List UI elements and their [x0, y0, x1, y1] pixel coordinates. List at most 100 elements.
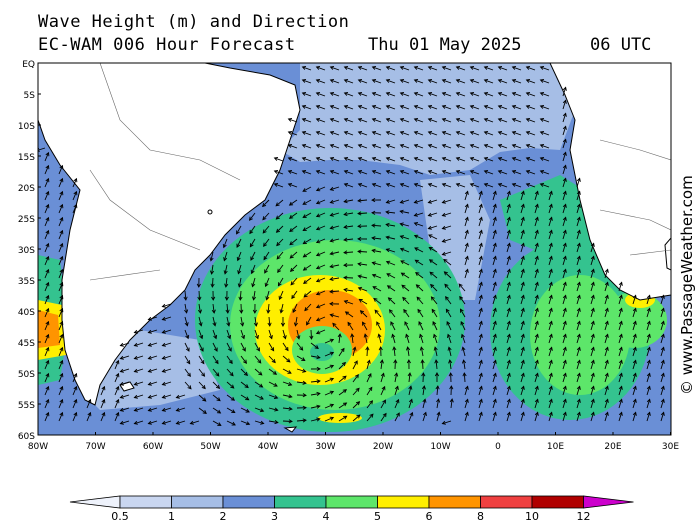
wave-arrow: [646, 333, 651, 344]
wave-arrow: [660, 320, 665, 331]
wave-arrow: [449, 398, 454, 409]
wave-arrow: [520, 229, 525, 240]
wave-arrow: [455, 143, 466, 149]
wave-arrow: [434, 359, 439, 370]
wave-arrow: [576, 216, 581, 227]
wave-arrow: [44, 190, 50, 201]
wave-arrow: [198, 342, 204, 352]
wave-arrow: [303, 290, 312, 298]
wave-arrow: [497, 104, 508, 110]
wave-arrow: [576, 411, 581, 422]
wave-arrow: [273, 182, 284, 188]
wave-arrow: [427, 182, 438, 188]
wave-arrow: [385, 210, 396, 215]
wave-arrow: [562, 242, 567, 253]
wave-arrow: [520, 320, 525, 331]
wave-arrow: [198, 407, 207, 414]
wave-arrow: [618, 294, 623, 305]
wave-arrow: [343, 275, 354, 280]
wave-arrow: [632, 346, 637, 357]
wave-arrow: [329, 199, 340, 204]
wave-arrow: [492, 255, 497, 266]
wave-arrow: [287, 117, 298, 123]
wave-arrow: [478, 229, 483, 240]
wave-arrow: [268, 394, 279, 400]
wave-arrow: [225, 303, 230, 314]
wave-arrow: [275, 225, 284, 233]
wave-arrow: [249, 225, 256, 235]
wave-arrow: [539, 65, 550, 71]
wave-arrow: [478, 190, 483, 201]
wave-arrow: [590, 307, 595, 318]
wave-arrow: [240, 329, 246, 340]
wave-arrow: [388, 309, 396, 318]
wave-arrow: [413, 130, 424, 136]
legend-min-triangle: [69, 495, 121, 509]
wave-arrow: [469, 130, 480, 136]
wave-arrow: [632, 359, 637, 370]
wave-arrow: [413, 78, 424, 84]
wave-arrow: [212, 316, 217, 327]
wave-arrow: [562, 255, 567, 266]
wave-arrow: [435, 385, 440, 396]
wave-arrow: [413, 169, 424, 175]
country-borders: [89, 63, 671, 281]
wave-arrow: [460, 320, 466, 331]
wave-arrow: [548, 385, 553, 396]
wave-arrow: [520, 359, 525, 370]
wave-arrow: [337, 333, 342, 344]
wave-arrow: [483, 130, 494, 136]
wave-arrow: [301, 169, 312, 175]
wave-arrow: [464, 385, 469, 396]
color-legend: 0.5 1 2 3 4 5 6 8 10 12: [69, 495, 634, 523]
wave-arrow: [632, 294, 637, 305]
wave-arrow: [44, 307, 50, 318]
wave-arrow: [289, 238, 298, 246]
wave-arrow: [161, 381, 172, 386]
wave-arrow: [254, 381, 264, 388]
wave-arrow: [226, 342, 232, 352]
wave-arrow: [315, 225, 326, 231]
wave-arrow: [302, 264, 312, 271]
wave-arrow: [338, 415, 348, 422]
wave-arrow: [357, 104, 368, 110]
wave-arrow: [302, 225, 312, 232]
wave-arrow: [238, 290, 243, 301]
wave-arrow: [632, 385, 637, 396]
wave-arrow: [329, 251, 340, 256]
wave-arrow: [464, 216, 469, 227]
wave-arrow: [441, 225, 452, 230]
wave-arrow: [511, 156, 522, 162]
wave-arrow: [279, 303, 284, 314]
wave-arrow: [520, 190, 525, 201]
wave-arrow: [338, 361, 346, 370]
wave-arrow: [252, 303, 257, 314]
wave-arrow: [72, 372, 78, 383]
wave-arrow: [417, 308, 424, 318]
wave-arrow: [497, 78, 508, 84]
wave-arrow: [58, 281, 64, 292]
wave-arrow: [562, 216, 567, 227]
wave-arrow: [604, 333, 609, 344]
wave-arrow: [618, 372, 623, 383]
wave-arrow: [114, 385, 120, 396]
wave-arrow: [441, 65, 452, 71]
wave-arrow: [58, 268, 64, 279]
wave-arrow: [478, 372, 483, 383]
wave-arrow: [350, 333, 355, 344]
wave-arrow: [44, 151, 50, 162]
wave-arrow: [576, 307, 581, 318]
wave-arrow: [660, 411, 665, 422]
wave-arrow: [506, 372, 511, 383]
wave-arrow: [449, 385, 454, 396]
wave-arrow: [441, 130, 452, 136]
wave-arrow: [562, 177, 567, 188]
wave-arrow: [548, 281, 553, 292]
legend-swatch: [377, 495, 430, 509]
wave-arrow: [646, 398, 651, 409]
wave-arrow: [302, 212, 312, 218]
wave-arrow: [133, 394, 144, 399]
longitude-axis: 80W 70W 60W 50W 40W 30W 20W 10W 0 10E 20E 30E: [28, 432, 679, 452]
wave-arrow: [604, 307, 609, 318]
wave-arrow: [413, 104, 424, 110]
